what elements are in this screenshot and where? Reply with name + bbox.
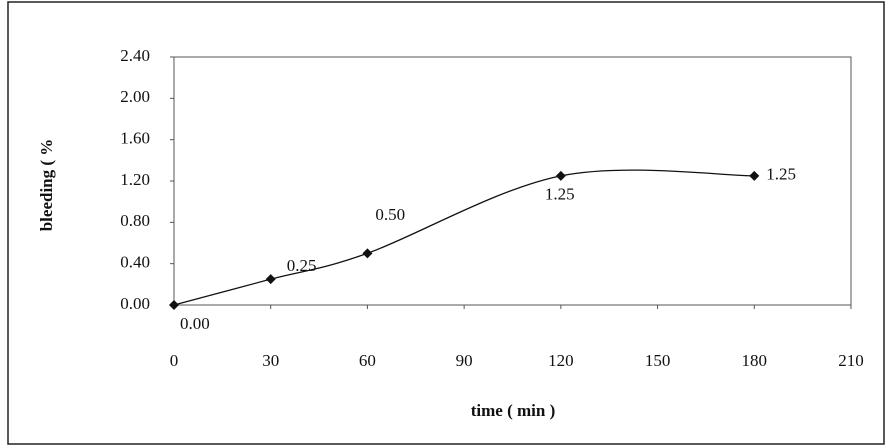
marker (265, 274, 276, 285)
data-label: 0.00 (180, 314, 210, 333)
x-tick-label: 210 (838, 351, 864, 370)
data-label: 0.25 (287, 256, 317, 275)
y-tick-label: 0.00 (120, 294, 150, 313)
marker (362, 248, 373, 259)
plot-area (173, 56, 852, 306)
marker (555, 170, 566, 181)
data-label: 1.25 (766, 165, 796, 184)
marker (169, 300, 179, 310)
x-tick-label: 30 (262, 351, 279, 370)
y-tick-label: 2.00 (120, 87, 150, 106)
y-tick-label: 0.40 (120, 253, 150, 272)
x-axis-label: time ( min ) (471, 401, 556, 420)
y-tick-label: 2.40 (120, 46, 150, 65)
y-tick-label: 1.20 (120, 170, 150, 189)
y-tick-label: 0.80 (120, 211, 150, 230)
x-tick-label: 180 (742, 351, 768, 370)
x-tick-label: 0 (170, 351, 179, 370)
x-tick-label: 120 (548, 351, 574, 370)
y-tick-label: 1.60 (120, 129, 150, 148)
x-tick-label: 150 (645, 351, 671, 370)
y-axis-label: bleeding ( % (37, 139, 56, 232)
marker (749, 170, 760, 181)
x-tick-label: 90 (456, 351, 473, 370)
data-label: 0.50 (375, 205, 405, 224)
series-line (173, 169, 755, 306)
x-tick-label: 60 (359, 351, 376, 370)
data-label: 1.25 (545, 185, 575, 204)
frame (7, 1, 885, 445)
